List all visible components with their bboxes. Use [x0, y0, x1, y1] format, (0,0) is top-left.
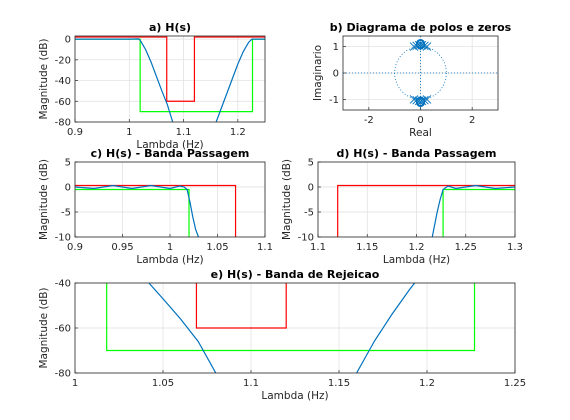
pole-marker: [417, 96, 427, 106]
series-line: [148, 283, 217, 373]
series-line: [75, 184, 237, 237]
y-tick-label: -20: [55, 55, 71, 66]
x-tick-label: 1.2: [230, 127, 246, 138]
x-tick-label: 1.25: [455, 242, 477, 253]
x-axis-label: Lambda (Hz): [136, 254, 203, 266]
pole-marker: [409, 42, 419, 51]
y-tick-label: -10: [298, 233, 314, 244]
chart-e: 1 1.05 1.1 1.15 1.2 1.25 -40 -60 -80 e) H(s) - Ba…: [38, 268, 526, 402]
x-tick-label: 1.2: [419, 378, 435, 389]
x-tick-label: 0: [417, 115, 423, 126]
pole-marker: [414, 96, 424, 106]
axes-frame: [74, 282, 516, 374]
y-tick-label: -1: [329, 95, 339, 106]
x-tick-label: 1.3: [507, 242, 523, 253]
x-axis-label: Lambda (Hz): [383, 254, 450, 266]
y-tick-label: 0: [333, 69, 339, 80]
x-tick-label: 2: [469, 115, 475, 126]
plot-content: [106, 283, 476, 373]
x-tick-label: 1.2: [409, 242, 425, 253]
axes-frame: [74, 161, 266, 238]
y-tick-label: -40: [55, 76, 71, 87]
x-tick-label: 1: [72, 378, 78, 389]
y-axis-label: Magnitude (dB): [38, 159, 50, 240]
y-tick-label: -60: [55, 97, 71, 108]
series-line: [75, 184, 200, 237]
x-tick-label: 1.1: [243, 378, 259, 389]
y-tick-label: -80: [55, 369, 71, 380]
x-tick-label: 1.1: [257, 242, 273, 253]
y-tick-label: -80: [55, 118, 71, 129]
pole-marker: [422, 42, 432, 51]
plot-area: [75, 36, 265, 122]
series-line: [195, 283, 287, 329]
plot-content: [75, 184, 237, 237]
x-tick-label: -2: [364, 115, 374, 126]
x-tick-label: 1.1: [176, 127, 192, 138]
series-line: [75, 188, 190, 237]
axes-frame: [74, 35, 266, 123]
x-tick-label: 0.9: [67, 127, 83, 138]
y-tick-label: -5: [61, 208, 71, 219]
chart-title: b) Diagrama de polos e zeros: [330, 21, 512, 34]
x-tick-label: 1: [126, 127, 132, 138]
y-axis-label: Magnitude (dB): [38, 287, 50, 368]
axes-frame: [342, 35, 499, 111]
y-tick-label: 0: [308, 183, 314, 194]
y-tick-label: -60: [55, 324, 71, 335]
x-axis-label: Real: [409, 127, 432, 139]
x-tick-label: 1.1: [310, 242, 326, 253]
chart-b: -2 0 2 1 0 -1 b) Diagrama de polos e zeros Real…: [312, 21, 512, 139]
x-tick-label: 1.15: [328, 378, 350, 389]
y-axis-label: Imaginario: [312, 45, 324, 101]
x-tick-label: 1.25: [504, 378, 526, 389]
pole-marker: [417, 40, 427, 50]
chart-d: 1.1 1.15 1.2 1.25 1.3 5 0 -5 -10 d) H(s) - Banda …: [281, 147, 523, 266]
x-tick-label: 1.15: [356, 242, 378, 253]
chart-title: e) H(s) - Banda de Rejeicao: [211, 268, 380, 281]
series-line: [215, 38, 265, 122]
series-line: [106, 283, 476, 352]
series-line: [431, 184, 515, 237]
chart-title: c) H(s) - Banda Passagem: [91, 147, 250, 160]
series-line: [356, 283, 416, 373]
plot-content: [343, 36, 498, 110]
x-tick-label: 1: [167, 242, 173, 253]
y-axis-label: Magnitude (dB): [281, 159, 293, 240]
pole-marker: [414, 40, 424, 50]
x-tick-label: 0.9: [67, 242, 83, 253]
x-tick-label: 1.05: [152, 378, 174, 389]
series-line: [337, 184, 515, 237]
y-tick-label: 5: [65, 158, 71, 169]
x-tick-label: 1.05: [206, 242, 228, 253]
x-tick-label: 0.95: [111, 242, 133, 253]
chart-c: 0.9 0.95 1 1.05 1.1 5 0 -5 -10 c) H(s) - Banda Pa…: [38, 147, 273, 266]
x-axis-label: Lambda (Hz): [136, 139, 203, 151]
series-line: [75, 38, 174, 122]
pole-marker: [422, 95, 432, 104]
axes-frame: [317, 161, 516, 238]
chart-title: a) H(s): [149, 21, 191, 34]
unit-circle: [394, 46, 447, 100]
y-tick-label: 0: [65, 35, 71, 46]
chart-title: d) H(s) - Banda Passagem: [336, 147, 496, 160]
y-axis-label: Magnitude (dB): [38, 38, 50, 119]
y-tick-label: -10: [55, 233, 71, 244]
chart-a: 0.9 1 1.1 1.2 0 -20 -40 -60 -80 a) H(s) Lambda (Hz…: [38, 21, 266, 151]
plot-content: [337, 184, 515, 237]
pole-marker: [409, 95, 419, 104]
series-line: [75, 36, 265, 102]
y-tick-label: -40: [55, 279, 71, 290]
y-tick-label: 1: [333, 42, 339, 53]
y-tick-label: 5: [308, 158, 314, 169]
y-tick-label: 0: [65, 183, 71, 194]
x-axis-label: Lambda (Hz): [261, 390, 328, 402]
y-tick-label: -5: [304, 208, 314, 219]
plot-content: [75, 36, 265, 122]
